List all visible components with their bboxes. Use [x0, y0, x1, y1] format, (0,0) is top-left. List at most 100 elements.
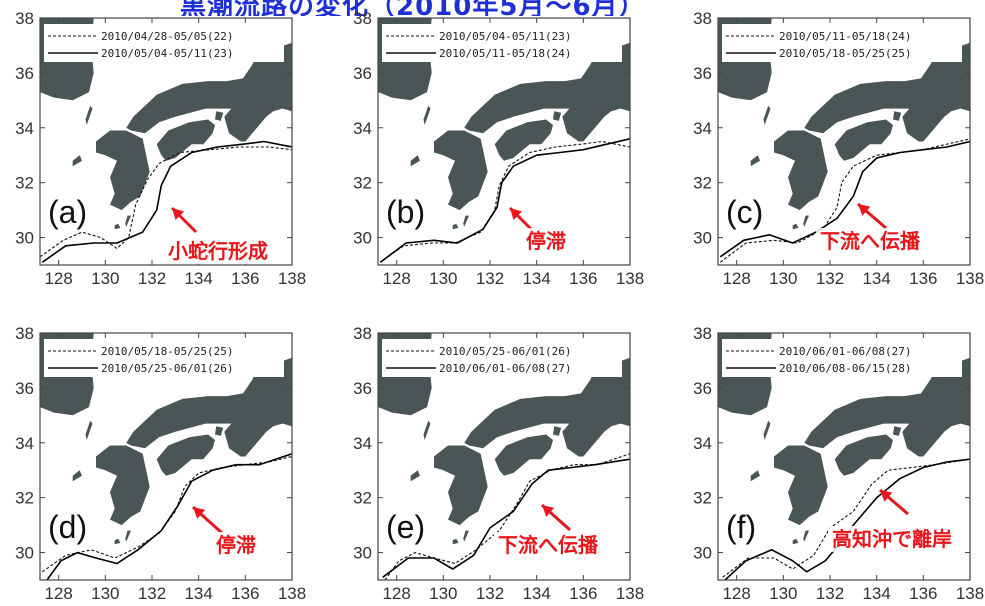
arrow-head-icon [542, 505, 555, 517]
land-shikoku [494, 434, 553, 476]
x-tick-label: 132 [138, 269, 166, 288]
land-kyushu [774, 445, 828, 526]
y-tick-label: 32 [693, 174, 712, 193]
legend-label: 2010/06/01-06/08(27) [439, 362, 571, 375]
y-tick-label: 38 [15, 9, 34, 28]
land-tsushima [763, 420, 771, 440]
kuroshio-path-previous-week [384, 453, 630, 580]
y-tick-label: 32 [15, 489, 34, 508]
land-tanegashima [803, 215, 809, 227]
map-panel-b: 128 130 132 134 136 138 30 32 34 36 38 2010/05/04-0… [353, 9, 644, 288]
y-tick-label: 36 [15, 379, 34, 398]
x-tick-label: 128 [44, 269, 72, 288]
land-tsushima [763, 105, 771, 125]
x-tick-label: 128 [382, 584, 410, 603]
land-awaji [215, 111, 224, 121]
land-yakushima [114, 538, 121, 545]
arrow-head-icon [880, 490, 893, 502]
land-goto [750, 470, 760, 482]
annotation-bg [828, 526, 962, 552]
annotation-text: 停滞 [216, 533, 256, 557]
map-panel-d: 128 130 132 134 136 138 30 32 34 36 38 2010/05/18-0… [15, 324, 306, 603]
y-tick-label: 38 [353, 9, 372, 28]
land-tsushima [85, 420, 93, 440]
kuroshio-path-previous-week [379, 140, 630, 263]
land-shikoku [156, 119, 215, 161]
land-tsushima [423, 420, 431, 440]
map-panel-c: 128 130 132 134 136 138 30 32 34 36 38 2010/05/11-0… [693, 9, 984, 288]
figure-title: 黒潮流路の変化（2010年5月～6月） [0, 0, 985, 16]
legend-box [44, 339, 284, 377]
panel-frame [377, 332, 631, 581]
y-tick-label: 32 [353, 489, 372, 508]
y-tick-label: 32 [15, 174, 34, 193]
land-izu [620, 418, 630, 427]
land-yakushima [114, 223, 121, 230]
land-izu [282, 418, 292, 427]
panel-label: (d) [48, 509, 87, 545]
y-tick-label: 32 [693, 489, 712, 508]
annotation-text: 下流へ伝播 [820, 229, 921, 253]
land-izu [960, 418, 970, 427]
annotation-bg [816, 228, 929, 254]
land-yakushima [452, 223, 459, 230]
land-tanegashima [463, 530, 469, 542]
y-tick-label: 34 [353, 434, 372, 453]
land-honshu [126, 31, 292, 142]
x-tick-label: 134 [184, 584, 212, 603]
x-tick-label: 132 [476, 584, 504, 603]
x-tick-label: 130 [769, 269, 797, 288]
y-tick-label: 30 [693, 229, 712, 248]
x-tick-label: 130 [429, 269, 457, 288]
y-tick-label: 36 [353, 379, 372, 398]
annotation-bg [164, 238, 277, 264]
panel-frame [39, 17, 293, 266]
x-tick-label: 138 [616, 584, 644, 603]
x-tick-label: 132 [816, 584, 844, 603]
x-tick-label: 134 [522, 584, 550, 603]
land-tanegashima [125, 530, 131, 542]
kuroshio-path-current-week [41, 140, 292, 263]
annotation-bg [522, 228, 572, 254]
x-tick-label: 134 [522, 269, 550, 288]
land-honshu [804, 346, 970, 457]
land-awaji [553, 111, 562, 121]
land-honshu [804, 31, 970, 142]
x-tick-label: 128 [382, 269, 410, 288]
annotation-text: 高知沖で離岸 [832, 527, 952, 551]
y-tick-label: 30 [353, 544, 372, 563]
land-honshu [126, 346, 292, 457]
x-tick-label: 136 [909, 584, 937, 603]
legend-box [722, 339, 962, 377]
x-tick-label: 130 [91, 269, 119, 288]
land-goto [72, 470, 82, 482]
x-tick-label: 128 [44, 584, 72, 603]
figure-title-text: 黒潮流路の変化（2010年5月～6月） [180, 0, 646, 16]
legend-box [722, 24, 962, 62]
land-kyushu [434, 130, 488, 211]
land-goto [410, 155, 420, 167]
x-tick-label: 138 [278, 584, 306, 603]
land-kyushu [434, 445, 488, 526]
land-izu [282, 103, 292, 112]
legend-box [44, 24, 284, 62]
land-shikoku [834, 434, 893, 476]
land-goto [750, 155, 760, 167]
land-tsushima [85, 105, 93, 125]
kuroshio-path-current-week [382, 458, 630, 578]
legend-box [382, 24, 622, 62]
arrow-head-icon [193, 507, 206, 519]
y-tick-label: 34 [693, 119, 712, 138]
x-tick-label: 136 [569, 269, 597, 288]
y-tick-label: 36 [353, 64, 372, 83]
y-tick-label: 34 [353, 119, 372, 138]
annotation-bg [212, 532, 262, 558]
annotation-text: 下流へ伝播 [498, 533, 599, 557]
kuroshio-path-previous-week [722, 458, 970, 578]
y-tick-label: 36 [15, 64, 34, 83]
land-yakushima [792, 538, 799, 545]
panel-frame [717, 332, 971, 581]
land-shikoku [834, 119, 893, 161]
panel-label: (c) [726, 194, 763, 230]
